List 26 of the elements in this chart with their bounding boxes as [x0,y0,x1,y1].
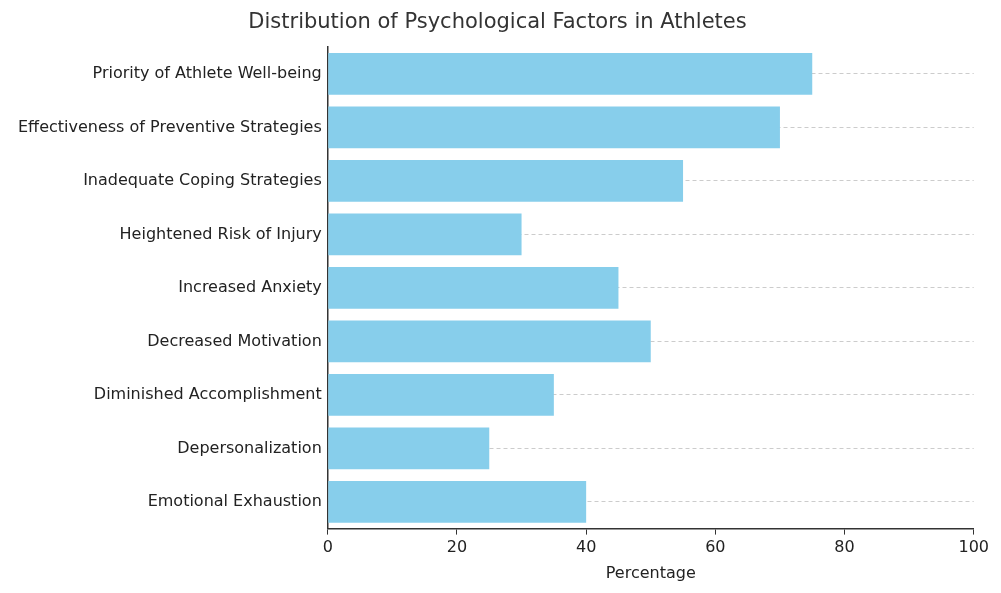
x-tick-label: 20 [446,537,468,557]
y-tick-label: Heightened Risk of Injury [119,223,322,243]
bar [328,106,780,149]
bar [328,53,813,95]
bar [328,267,619,309]
bar [328,213,522,256]
x-tick-label: 40 [575,537,597,557]
y-tick-label: Diminished Accomplishment [93,384,322,404]
x-tick-label: 60 [705,537,726,557]
y-tick-label: Depersonalization [177,437,322,457]
x-tick-label: 0 [322,537,333,557]
bar [328,374,554,416]
bar [328,320,651,363]
y-tick-label: Effectiveness of Preventive Strategies [17,116,322,136]
bar [328,427,490,470]
x-tick-label: 80 [834,537,855,557]
bar [328,481,587,523]
bar [328,160,684,202]
chart-title: Distribution of Psychological Factors in Athletes [248,9,747,34]
x-tick-label: 100 [958,537,989,557]
y-tick-label: Priority of Athlete Well-being [92,63,322,83]
y-tick-label: Emotional Exhaustion [147,491,322,511]
y-tick-label: Inadequate Coping Strategies [83,170,322,190]
y-tick-label: Decreased Motivation [147,330,322,350]
y-tick-label: Increased Anxiety [178,277,322,297]
x-axis-title: Percentage [605,562,696,582]
